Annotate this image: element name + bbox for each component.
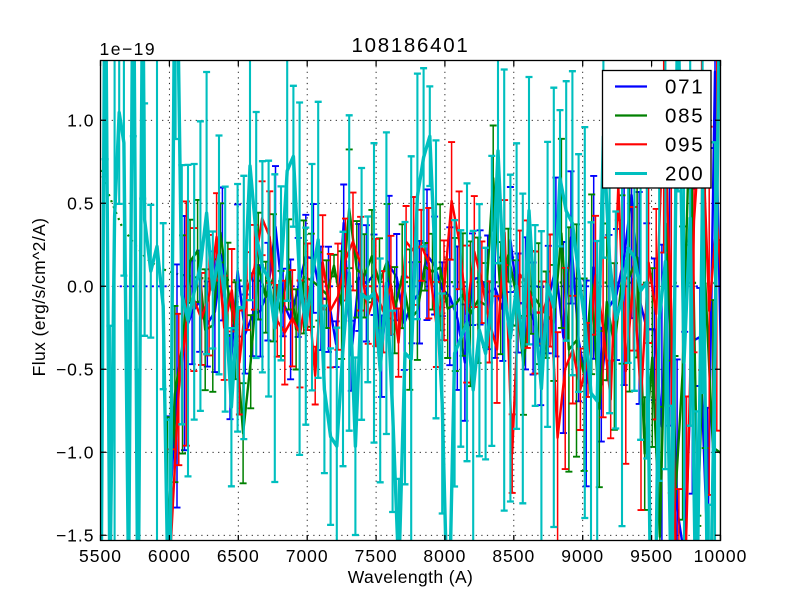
svg-text:Wavelength (A): Wavelength (A)	[348, 567, 474, 587]
svg-text:1e−19: 1e−19	[100, 39, 157, 59]
svg-text:1.0: 1.0	[67, 110, 94, 130]
svg-text:7500: 7500	[355, 546, 398, 566]
svg-text:5500: 5500	[79, 546, 122, 566]
svg-text:6000: 6000	[148, 546, 191, 566]
svg-text:200: 200	[665, 163, 704, 186]
svg-text:071: 071	[665, 76, 704, 99]
svg-text:085: 085	[665, 105, 704, 128]
svg-text:095: 095	[665, 134, 704, 157]
svg-text:Flux (erg/s/cm^2/A): Flux (erg/s/cm^2/A)	[29, 218, 49, 377]
svg-text:−1.0: −1.0	[56, 442, 95, 462]
svg-text:7000: 7000	[286, 546, 329, 566]
svg-text:9500: 9500	[630, 546, 673, 566]
svg-text:−0.5: −0.5	[56, 359, 95, 379]
svg-text:8000: 8000	[423, 546, 466, 566]
svg-text:0.5: 0.5	[67, 193, 94, 213]
svg-text:10000: 10000	[694, 546, 748, 566]
svg-text:0.0: 0.0	[67, 276, 94, 296]
svg-text:108186401: 108186401	[352, 34, 470, 57]
svg-text:9000: 9000	[561, 546, 604, 566]
svg-text:8500: 8500	[492, 546, 535, 566]
svg-text:6500: 6500	[217, 546, 260, 566]
svg-text:−1.5: −1.5	[56, 525, 95, 545]
